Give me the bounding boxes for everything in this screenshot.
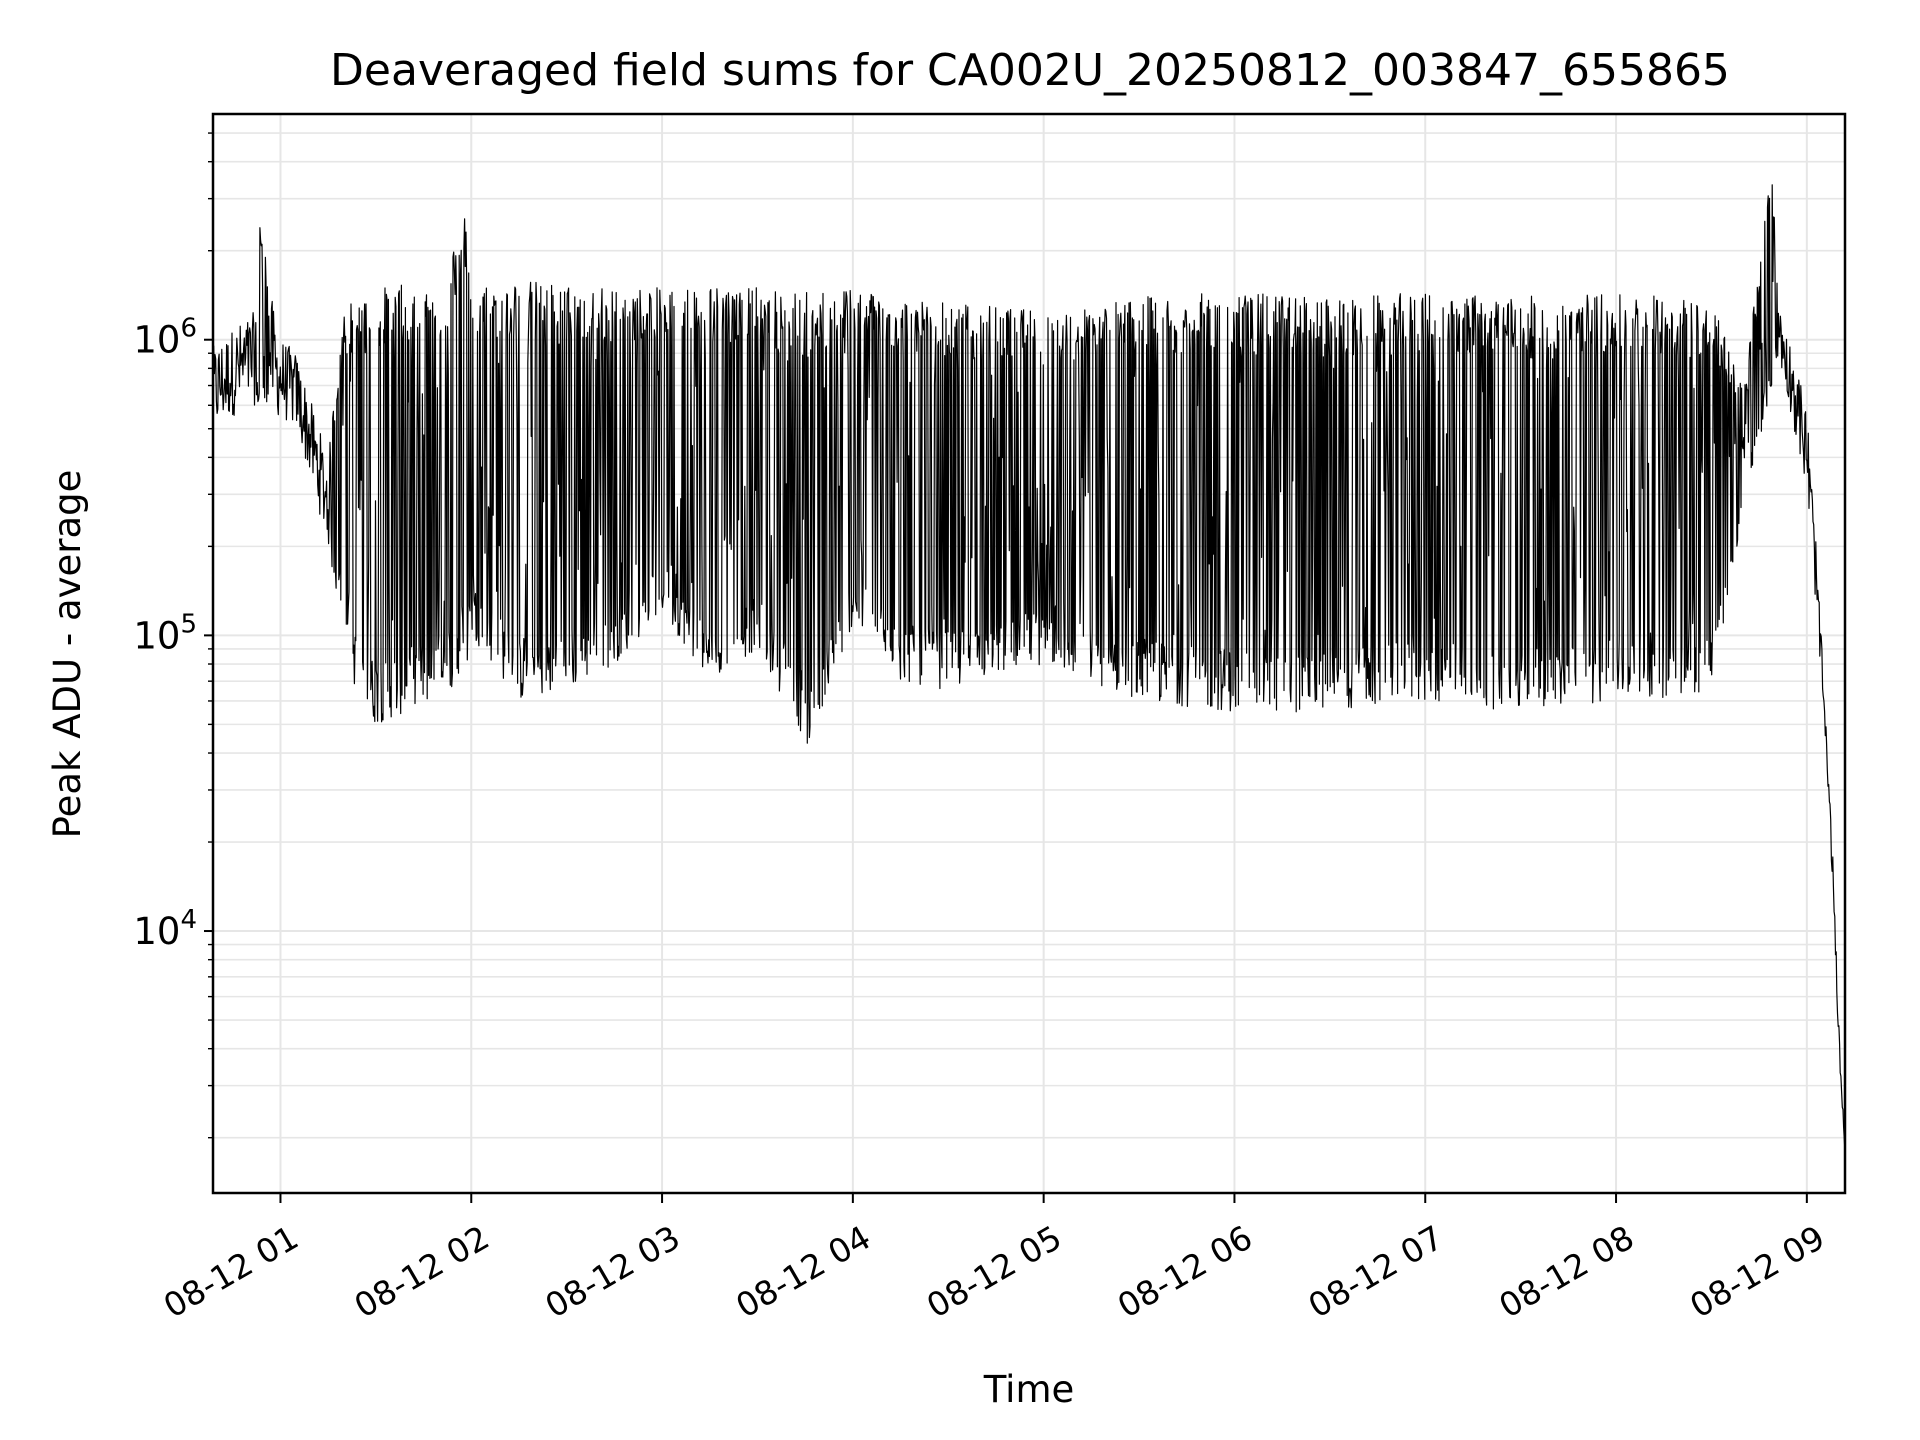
y-tick-label: 105 [133, 609, 197, 657]
y-tick-base: 10 [133, 614, 180, 657]
x-tick-label: 08-12 09 [1683, 1218, 1831, 1326]
y-tick-label: 104 [133, 905, 197, 953]
x-tick-label: 08-12 05 [920, 1218, 1068, 1326]
grid [213, 114, 1845, 1193]
y-tick-base: 10 [133, 319, 180, 362]
x-tick-label: 08-12 01 [157, 1218, 305, 1326]
y-tick-exponent: 5 [180, 609, 197, 639]
y-tick-exponent: 4 [180, 905, 197, 935]
x-tick-label: 08-12 04 [729, 1218, 877, 1326]
x-tick-label: 08-12 07 [1302, 1218, 1450, 1326]
x-tick-label: 08-12 06 [1111, 1218, 1259, 1326]
series-path [212, 184, 1846, 1152]
y-tick-label: 106 [133, 314, 197, 362]
x-tick-label: 08-12 02 [348, 1218, 496, 1326]
plot-frame [211, 112, 1847, 1195]
y-tick-base: 10 [133, 910, 180, 953]
y-axis-label: Peak ADU - average [46, 470, 89, 839]
x-axis-label: Time [983, 1368, 1075, 1411]
x-tick-label: 08-12 03 [538, 1218, 686, 1326]
x-axis: 08-12 01 08-12 02 08-12 03 08-12 04 08-12 05… [157, 1193, 1831, 1326]
chart-title: Deaveraged field sums for CA002U_2025081… [330, 45, 1730, 96]
series-line [212, 184, 1846, 1152]
x-tick-label: 08-12 08 [1492, 1218, 1640, 1326]
y-tick-exponent: 6 [180, 314, 197, 344]
